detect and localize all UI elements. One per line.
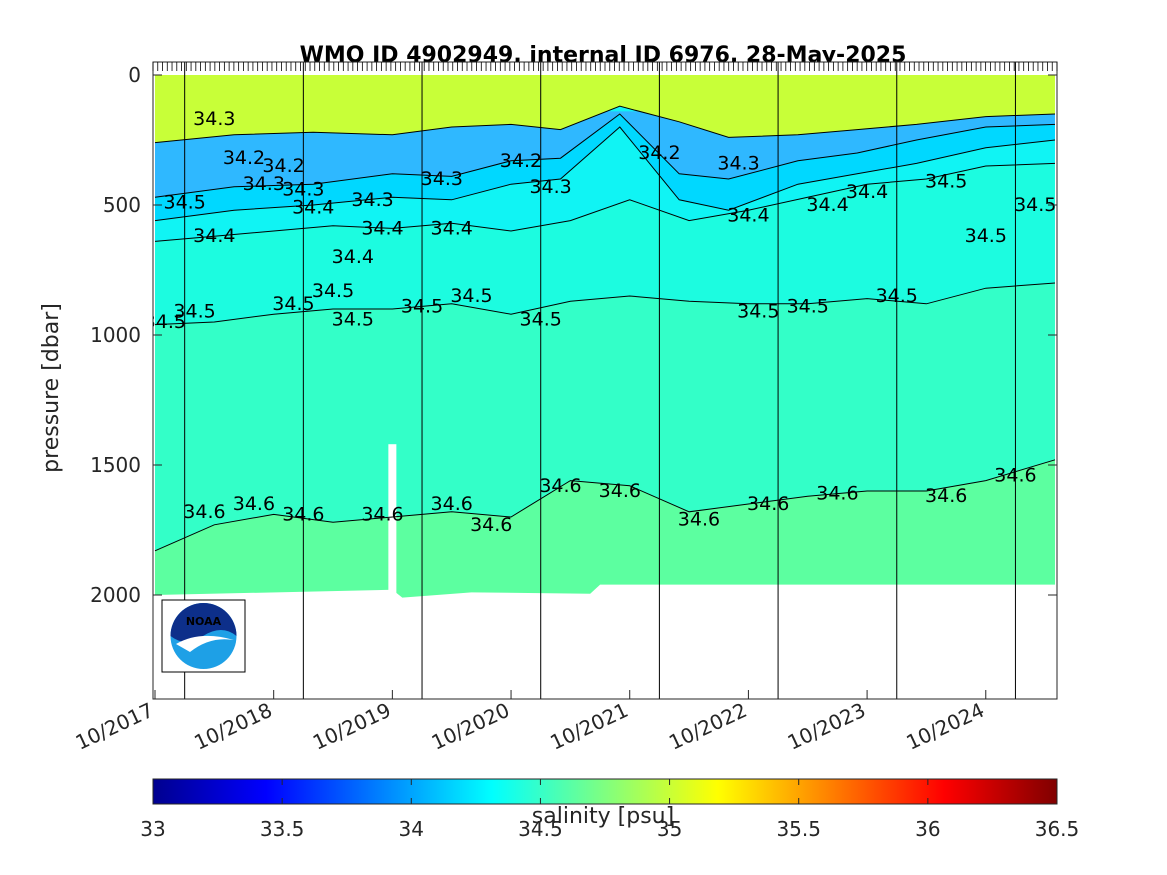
contour-label: 34.6 [233,493,275,515]
contour-label: 34.5 [144,311,186,333]
contour-label: 34.5 [520,308,562,330]
contour-labels: 34.534.334.434.534.534.234.334.534.6 34.6… [144,108,1056,536]
colorbar-ticks: 33 33.5 34 34.5 35 35.5 36 36.5 [140,779,1079,841]
y-tick-label: 1500 [90,453,141,477]
y-axis-label: pressure [dbar] [39,303,64,473]
contour-label: 34.5 [787,295,829,317]
y-tick-label: 500 [103,193,141,217]
contour-label: 34.6 [539,475,581,497]
colorbar-tick-label: 35.5 [776,817,821,841]
contour-label: 34.2 [638,142,680,164]
contour-label: 34.3 [243,173,285,195]
contour-label: 34.4 [846,181,888,203]
contour-label: 34.4 [193,225,235,247]
x-tick-label: 10/2023 [784,698,869,755]
x-tick-label: 10/2017 [72,698,157,755]
contour-label: 34.3 [529,176,571,198]
contour-label: 34.5 [737,301,779,323]
contour-label: 34.6 [816,483,858,505]
contour-label: 34.5 [925,171,967,193]
contour-label: 34.6 [994,464,1036,486]
contour-label: 34.5 [332,308,374,330]
x-tick-label: 10/2021 [546,698,631,755]
colorbar-tick-label: 36 [915,817,940,841]
contour-label: 34.5 [272,293,314,315]
contour-label: 34.4 [431,217,473,239]
year-marker-lines [184,62,1016,699]
contour-label: 34.6 [925,485,967,507]
contour-label: 34.3 [282,178,324,200]
salinity-fill-layer [153,62,1057,699]
x-tick-label: 10/2024 [902,698,987,755]
contour-label: 34.3 [717,152,759,174]
contour-label: 34.5 [876,285,918,307]
y-tick-label: 2000 [90,583,141,607]
contour-label: 34.4 [361,217,403,239]
contour-label: 34.6 [361,503,403,525]
profile-time-ticks [152,62,1058,71]
x-axis: 10/2017 10/2018 10/2019 10/2020 10/2021 10/20… [72,690,988,755]
x-tick-label: 10/2020 [428,698,513,755]
contour-label: 34.6 [282,503,324,525]
data-gap [388,444,397,598]
colorbar-tick-label: 33.5 [260,817,305,841]
contour-label: 34.6 [599,480,641,502]
contour-label: 34.5 [312,280,354,302]
contour-label: 34.3 [421,168,463,190]
y-tick-label: 1000 [90,323,141,347]
contour-label: 34.6 [678,509,720,531]
contour-label: 34.4 [806,194,848,216]
x-tick-label: 10/2019 [309,698,394,755]
contour-label: 34.2 [223,147,265,169]
contour-label: 34.4 [332,246,374,268]
contour-label: 34.6 [747,493,789,515]
contour-label: 34.4 [727,204,769,226]
x-tick-label: 10/2022 [665,698,750,755]
colorbar-tick-label: 36.5 [1035,817,1080,841]
colorbar-tick-label: 34.5 [518,817,563,841]
y-tick-label: 0 [128,63,141,87]
contour-label: 34.5 [965,225,1007,247]
contour-label: 34.5 [173,301,215,323]
x-tick-label: 10/2018 [190,698,275,755]
colorbar [152,778,1058,805]
contour-label: 34.4 [292,197,334,219]
contour-label: 34.6 [431,493,473,515]
contour-label: 34.2 [500,150,542,172]
y-axis: 0 500 1000 1500 2000 [90,63,1057,607]
contour-label: 34.5 [401,295,443,317]
noaa-logo: NOAA [161,599,246,673]
contour-label: 34.5 [450,285,492,307]
plot-area: 34.534.334.434.534.534.234.334.534.6 34.6… [144,62,1057,699]
contour-label: 34.3 [193,108,235,130]
contour-label: 34.2 [262,155,304,177]
contour-label: 34.5 [164,191,206,213]
contour-label: 34.6 [470,514,512,536]
colorbar-label: salinity [psu] [532,804,674,829]
colorbar-tick-label: 35 [657,817,682,841]
svg-text:NOAA: NOAA [186,615,222,628]
colorbar-tick-label: 34 [399,817,424,841]
contour-label: 34.3 [351,189,393,211]
contour-label: 34.5 [1014,194,1056,216]
contour-label: 34.6 [183,501,225,523]
salty-surface-layer [155,75,1055,143]
colorbar-tick-label: 33 [140,817,165,841]
